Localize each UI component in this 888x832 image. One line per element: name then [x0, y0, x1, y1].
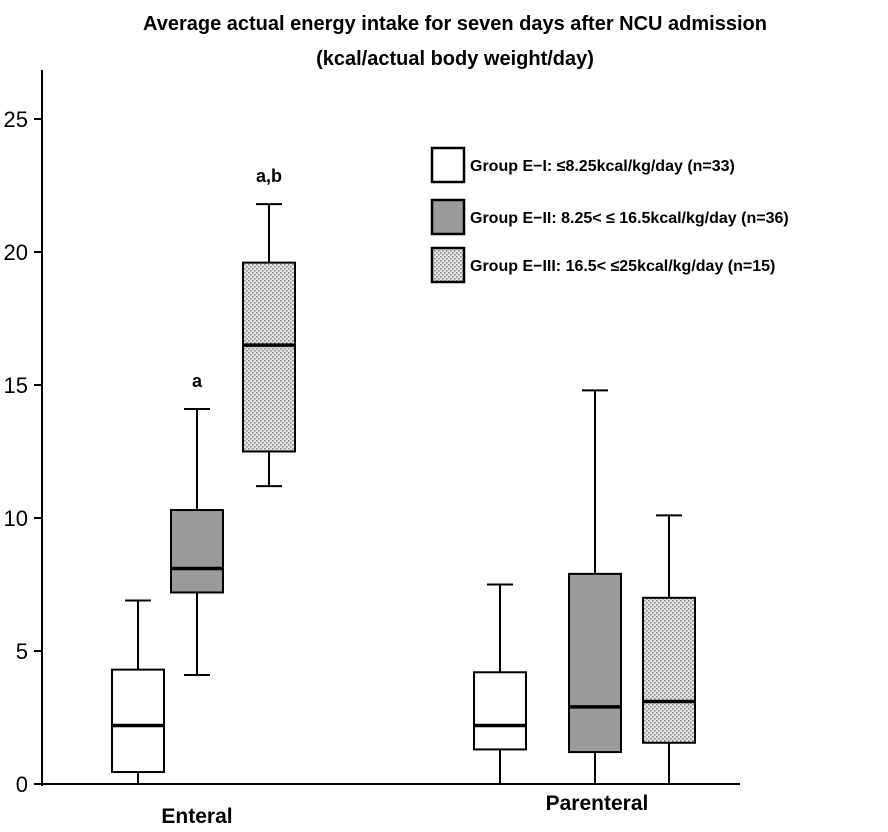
- legend-label: Group E−III: 16.5< ≤25kcal/kg/day (n=15): [470, 258, 775, 275]
- x-axis-labels: Enteral Parenteral: [161, 792, 648, 828]
- chart-subtitle: (kcal/actual body weight/day): [316, 48, 594, 70]
- y-tick-label: 15: [4, 373, 28, 398]
- legend-item-2: Group E−II: 8.25< ≤ 16.5kcal/kg/day (n=3…: [430, 198, 789, 236]
- annotations-group: a a,b: [192, 166, 282, 391]
- box-iqr: [642, 596, 696, 744]
- legend: Group E−I: ≤8.25kcal/kg/day (n=33) Group …: [430, 146, 789, 284]
- box-enteral-series-2: [170, 407, 224, 676]
- box-parenteral-series-3: [642, 514, 696, 785]
- y-tick-label: 5: [16, 639, 28, 664]
- y-tick-label: 0: [16, 772, 28, 797]
- y-tick-label: 20: [4, 240, 28, 265]
- legend-item-1: Group E−I: ≤8.25kcal/kg/day (n=33): [430, 146, 735, 184]
- x-category-label-enteral: Enteral: [161, 805, 232, 828]
- x-category-label-parenteral: Parenteral: [546, 792, 649, 815]
- legend-item-3: Group E−III: 16.5< ≤25kcal/kg/day (n=15): [430, 246, 775, 284]
- box-iqr: [242, 261, 296, 453]
- significance-annotation: a: [192, 371, 203, 391]
- chart-title: Average actual energy intake for seven d…: [143, 13, 767, 35]
- box-iqr: [170, 509, 224, 594]
- y-tick-label: 10: [4, 506, 28, 531]
- box-enteral-series-3: [242, 203, 296, 488]
- y-tick-label: 25: [4, 107, 28, 132]
- legend-swatch: [430, 146, 466, 184]
- box-parenteral-series-1: [473, 583, 527, 785]
- box-parenteral-series-2: [568, 389, 622, 785]
- legend-label: Group E−I: ≤8.25kcal/kg/day (n=33): [470, 158, 735, 175]
- legend-swatch: [430, 246, 466, 284]
- box-iqr: [568, 572, 622, 754]
- box-iqr: [473, 671, 527, 751]
- legend-label: Group E−II: 8.25< ≤ 16.5kcal/kg/day (n=3…: [470, 210, 789, 227]
- legend-swatch: [430, 198, 466, 236]
- box-enteral-series-1: [111, 599, 165, 785]
- box-iqr: [111, 668, 165, 774]
- significance-annotation: a,b: [256, 166, 282, 186]
- boxes-group: [111, 203, 696, 785]
- y-axis-ticks: 0 5 10 15 20 25: [4, 107, 42, 797]
